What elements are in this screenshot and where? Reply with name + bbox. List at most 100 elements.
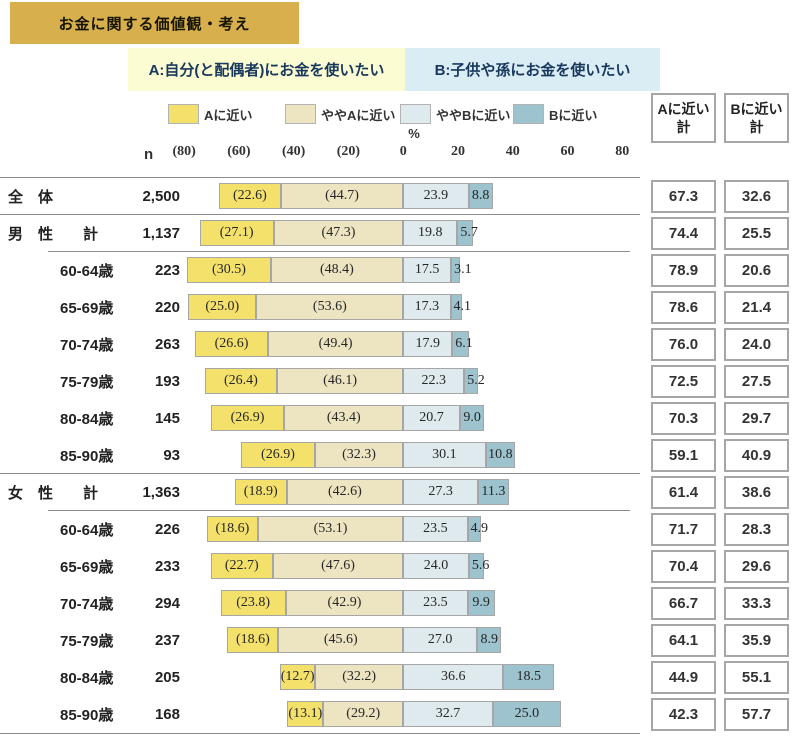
a-total-cell: 67.3 — [651, 180, 716, 213]
row-n-value: 168 — [154, 706, 180, 723]
a-total-cell: 78.9 — [651, 254, 716, 287]
legend-swatch-1 — [168, 104, 199, 124]
b-total-cell: 28.3 — [724, 513, 789, 546]
legend-label: Aに近い — [204, 107, 253, 123]
option-a-label: A:自分(と配偶者)にお金を使いたい — [148, 62, 385, 79]
bar-segment-label: (48.4) — [320, 262, 354, 277]
bar-segment-label: (26.9) — [261, 447, 295, 462]
bar-segment-label: 9.9 — [472, 595, 490, 610]
bar-segment-label: 25.0 — [514, 706, 540, 721]
bar-segment-label: 32.7 — [435, 706, 461, 721]
axis-tick-label: 40 — [505, 144, 520, 159]
bar-segment-b-lean — [403, 368, 465, 394]
bar-segment-a-lean — [270, 257, 404, 283]
separator-line — [48, 510, 630, 511]
bar-segment-b-close — [464, 368, 479, 394]
b-total-cell: 40.9 — [724, 439, 789, 472]
b-total-cell: 29.7 — [724, 402, 789, 435]
bar-segment-a-close — [206, 516, 258, 542]
b-total-header-line1: Bに近い — [730, 100, 783, 117]
legend-swatch-2 — [285, 104, 316, 124]
bar-segment-b-lean — [403, 664, 504, 690]
row-n-value: 233 — [154, 558, 180, 575]
a-total-cell: 74.4 — [651, 217, 716, 250]
row-n-value: 294 — [154, 595, 180, 612]
bar-segment-label: 27.0 — [427, 632, 453, 647]
row-label: 85-90歳 — [60, 448, 114, 465]
b-total-cell: 55.1 — [724, 661, 789, 694]
bar-segment-b-lean — [403, 516, 468, 542]
bar-segment-label: 36.6 — [441, 669, 466, 684]
bar-segment-a-close — [188, 294, 257, 320]
bar-segment-a-close — [187, 257, 271, 283]
axis-tick-label: (60) — [227, 144, 251, 159]
bar-segment-a-close — [227, 627, 279, 653]
bar-segment-label: (42.9) — [327, 595, 362, 610]
separator-line — [0, 733, 640, 734]
a-total-cell: 59.1 — [651, 439, 716, 472]
row-n-value: 223 — [154, 262, 180, 279]
axis-tick-label: 20 — [450, 144, 465, 159]
row-label: 65-69歳 — [60, 300, 114, 317]
a-total-cell: 44.9 — [651, 661, 716, 694]
row-label: 70-74歳 — [60, 596, 114, 613]
bar-segment-label: 5.2 — [467, 373, 485, 388]
row-label: 85-90歳 — [60, 707, 114, 724]
bar-segment-b-close — [452, 331, 469, 357]
option-b-label: B:子供や孫にお金を使いたい — [434, 62, 631, 79]
legend-swatch-3 — [400, 104, 431, 124]
bar-segment-label: (13.1) — [288, 706, 323, 721]
bar-segment-b-close — [450, 294, 462, 320]
bar-segment-label: 23.9 — [423, 188, 449, 203]
bar-segment-label: 27.3 — [428, 484, 453, 499]
b-total-cell: 24.0 — [724, 328, 789, 361]
bar-segment-label: (26.4) — [223, 373, 258, 388]
bar-segment-label: (32.2) — [342, 669, 377, 684]
bar-segment-a-lean — [257, 516, 404, 542]
row-n-value: 263 — [154, 336, 180, 353]
bar-segment-label: (44.7) — [325, 188, 359, 203]
separator-line — [48, 251, 630, 252]
bar-segment-label: 4.1 — [453, 299, 472, 314]
bar-segment-label: (47.3) — [321, 225, 356, 240]
row-label: 60-64歳 — [60, 522, 114, 539]
bar-segment-a-close — [204, 368, 277, 394]
row-n-value: 193 — [154, 373, 180, 390]
row-label: 80-84歳 — [60, 411, 114, 428]
b-total-cell: 27.5 — [724, 365, 789, 398]
legend-item: ややAに近い — [285, 104, 395, 124]
axis-tick-label: (40) — [282, 144, 306, 159]
bar-segment-label: 22.3 — [421, 373, 446, 388]
b-total-cell: 33.3 — [724, 587, 789, 620]
axis-tick-label: 60 — [560, 144, 575, 159]
bar-segment-b-close — [451, 257, 460, 283]
row-label: 女 性 計 — [8, 485, 99, 502]
chart-title: お金に関する価値観・考え — [58, 15, 251, 33]
a-total-header-line2: 計 — [676, 119, 691, 135]
legend-item: Aに近い — [168, 104, 252, 124]
bar-segment-label: 23.5 — [423, 521, 448, 536]
option-a-header: A:自分(と配偶者)にお金を使いたい — [128, 48, 405, 91]
bar-segment-b-close — [457, 220, 473, 246]
b-total-cell: 29.6 — [724, 550, 789, 583]
bar-segment-a-lean — [323, 701, 404, 727]
bar-segment-label: (18.9) — [243, 484, 278, 499]
bar-segment-label: 5.7 — [460, 225, 478, 240]
row-label: 80-84歳 — [60, 670, 114, 687]
bar-segment-a-lean — [278, 627, 404, 653]
row-n-value: 226 — [154, 521, 180, 538]
bar-segment-label: 17.9 — [415, 336, 440, 351]
bar-segment-b-lean — [403, 183, 469, 209]
bar-segment-a-lean — [267, 331, 404, 357]
bar-segment-label: (45.6) — [323, 632, 358, 647]
bar-segment-label: (27.1) — [219, 225, 254, 240]
bar-segment-label: (25.0) — [205, 299, 240, 314]
bar-segment-a-lean — [277, 368, 404, 394]
bar-segment-label: 6.1 — [455, 336, 473, 351]
bar-segment-label: 24.0 — [423, 558, 449, 573]
bar-segment-label: (53.6) — [312, 299, 347, 314]
bar-segment-b-close — [459, 405, 485, 431]
bar-segment-label: 8.9 — [480, 632, 499, 647]
bar-segment-b-close — [467, 516, 481, 542]
row-label: 60-64歳 — [60, 263, 114, 280]
